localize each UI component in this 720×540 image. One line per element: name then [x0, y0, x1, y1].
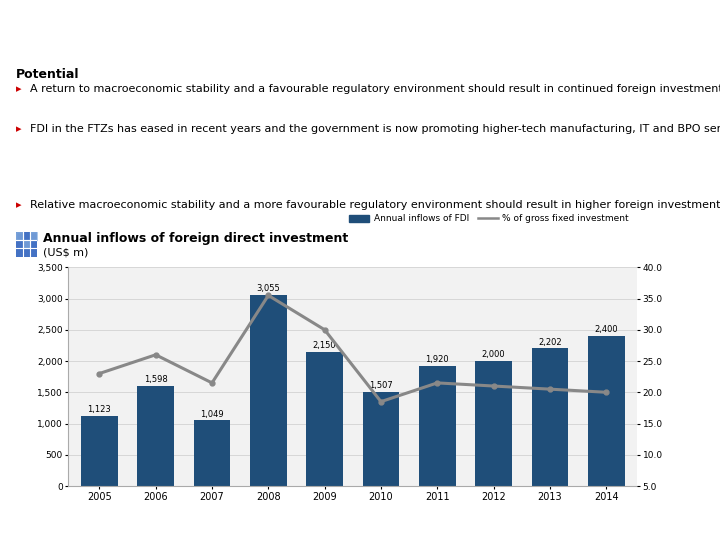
Bar	[194, 421, 230, 486]
Text: ▸: ▸	[16, 84, 22, 94]
Text: ▸: ▸	[16, 124, 22, 134]
Text: 2,000: 2,000	[482, 350, 505, 359]
Text: 1,598: 1,598	[144, 375, 168, 384]
Text: Country Forecast October 2010: Country Forecast October 2010	[9, 514, 216, 527]
Bar	[531, 348, 568, 486]
Text: FDI in the FTZs has eased in recent years and the government is now promoting hi: FDI in the FTZs has eased in recent year…	[30, 124, 720, 134]
Text: 2,400: 2,400	[595, 325, 618, 334]
Text: A return to macroeconomic stability and a favourable regulatory environment shou: A return to macroeconomic stability and …	[30, 84, 720, 94]
Text: 3,055: 3,055	[256, 285, 280, 293]
Bar	[250, 295, 287, 486]
Bar	[81, 416, 117, 486]
Text: Dominican Republic: Foreign direct investment: Dominican Republic: Foreign direct inves…	[9, 14, 398, 29]
Bar	[419, 366, 456, 486]
Text: © The Economist Intelligence Unit Limited 2010: © The Economist Intelligence Unit Limite…	[395, 514, 711, 527]
Text: ▸: ▸	[16, 200, 22, 210]
Text: (US$ m): (US$ m)	[43, 247, 89, 258]
Bar	[363, 392, 400, 486]
Text: 2,150: 2,150	[312, 341, 336, 350]
Bar	[588, 336, 624, 486]
Text: Relative macroeconomic stability and a more favourable regulatory environment sh: Relative macroeconomic stability and a m…	[30, 200, 720, 210]
Bar	[306, 352, 343, 486]
Text: 2,202: 2,202	[538, 338, 562, 347]
Text: 1,049: 1,049	[200, 410, 224, 418]
Bar	[475, 361, 512, 486]
Text: 1,507: 1,507	[369, 381, 393, 390]
Text: 1,920: 1,920	[426, 355, 449, 364]
Text: Annual inflows of foreign direct investment: Annual inflows of foreign direct investm…	[43, 232, 348, 245]
Text: 1,123: 1,123	[88, 405, 112, 414]
Bar	[138, 386, 174, 486]
Text: Potential: Potential	[16, 68, 79, 80]
Legend: Annual inflows of FDI, % of gross fixed investment: Annual inflows of FDI, % of gross fixed …	[346, 211, 633, 227]
